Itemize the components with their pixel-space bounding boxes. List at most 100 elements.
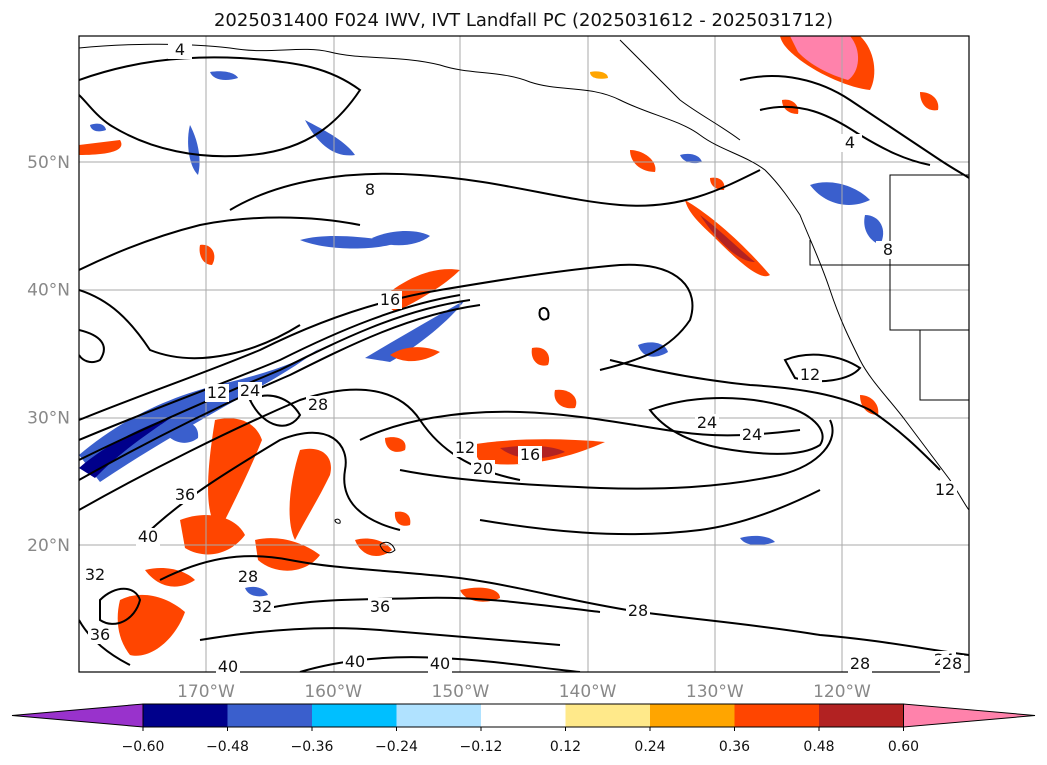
- lon-label: 160°W: [304, 682, 362, 702]
- contour-label: 12: [935, 480, 955, 499]
- colorbar-tick-label: −0.36: [291, 739, 334, 755]
- lat-label: 50°N: [27, 153, 70, 173]
- lon-label: 150°W: [432, 682, 490, 702]
- contour-label: 24: [697, 413, 717, 432]
- contour-label-bg: [168, 41, 192, 59]
- colorbar-tick-label: 0.24: [634, 739, 665, 755]
- colorbar-min-extend: [11, 703, 144, 728]
- lat-label: 20°N: [27, 536, 70, 556]
- contour-label: 32: [252, 597, 272, 616]
- contour-label-bg: [428, 655, 452, 673]
- contour-label-bg: [453, 439, 477, 457]
- coastlines: [79, 39, 969, 554]
- contour-label-bg: [306, 396, 330, 414]
- contour-label-bg: [173, 486, 197, 504]
- contour-label-bg: [695, 414, 719, 432]
- contour-label-bg: [471, 460, 495, 478]
- colorbar-tick-label: 0.12: [550, 739, 581, 755]
- colorbar: [11, 703, 1036, 728]
- contour-label: 36: [175, 485, 195, 504]
- colorbar-segment: [481, 704, 566, 727]
- contour-label-bg: [358, 181, 382, 199]
- contour-label-bg: [876, 241, 900, 259]
- colorbar-segment: [565, 704, 650, 727]
- colorbar-tick-label: 0.60: [888, 739, 919, 755]
- contour-label-bg: [798, 366, 822, 384]
- contour-label: 40: [430, 654, 450, 673]
- iwv-positive-anomaly-shading: [79, 36, 939, 656]
- contour-label-bg: [83, 566, 107, 584]
- colorbar-tick-label: −0.24: [375, 739, 418, 755]
- colorbar-tick-label: −0.48: [206, 739, 249, 755]
- contour-label: 36: [370, 597, 390, 616]
- colorbar-segment: [650, 704, 735, 727]
- contour-label: 12: [455, 438, 475, 457]
- contour-label-bg: [343, 653, 367, 671]
- lat-label: 40°N: [27, 281, 70, 301]
- contour-label-bg: [88, 626, 112, 644]
- map-title: 2025031400 F024 IWV, IVT Landfall PC (20…: [213, 10, 834, 31]
- contour-label: 12: [800, 365, 820, 384]
- colorbar-segment: [396, 704, 481, 727]
- plot-frame: [78, 35, 970, 673]
- contour-label: 40: [218, 657, 238, 676]
- contour-label: 16: [520, 445, 540, 464]
- contour-label: 12: [207, 383, 227, 402]
- contour-label: 28: [942, 654, 962, 673]
- contour-label: 4: [175, 40, 185, 59]
- contour-label: 16: [380, 290, 400, 309]
- contour-label-bg: [216, 658, 240, 676]
- longitude-labels: 170°W 160°W 150°W 140°W 130°W 120°W: [177, 682, 871, 702]
- colorbar-tick-label: 0.36: [719, 739, 750, 755]
- contour-labels: 4 8 16 12 24 28 12 20 16 24 24 12 12 8 4 36 40 28 32 36 40 40…: [83, 40, 964, 676]
- contour-label-bg: [378, 291, 402, 309]
- contour-label-bg: [205, 384, 229, 402]
- contour-label: 40: [345, 652, 365, 671]
- contour-label: 8: [883, 240, 893, 259]
- colorbar-outline: [142, 703, 904, 728]
- contour-label: 28: [850, 654, 870, 673]
- colorbar-segment: [819, 704, 904, 727]
- map-plot: [79, 36, 969, 672]
- lat-label: 30°N: [27, 408, 70, 428]
- contour-label: 32: [85, 565, 105, 584]
- contour-label: 40: [138, 527, 158, 546]
- colorbar-segment: [143, 704, 228, 727]
- contour-label-bg: [940, 655, 964, 673]
- lon-label: 140°W: [559, 682, 617, 702]
- colorbar-tick-label: 0.48: [803, 739, 834, 755]
- colorbar-tick-label: −0.60: [122, 739, 165, 755]
- lon-label: 170°W: [177, 682, 235, 702]
- contour-label: 8: [365, 180, 375, 199]
- contour-label-bg: [238, 382, 262, 400]
- contour-label-bg: [626, 602, 650, 620]
- contour-label-bg: [933, 481, 957, 499]
- contour-label-bg: [368, 598, 392, 616]
- contour-label: 4: [845, 133, 855, 152]
- contour-label-bg: [848, 655, 872, 673]
- lon-label: 120°W: [813, 682, 871, 702]
- latitude-labels: 50°N 40°N 30°N 20°N: [27, 153, 70, 556]
- graticule: [79, 36, 969, 672]
- colorbar-segment: [734, 704, 819, 727]
- contour-label: 24: [240, 381, 260, 400]
- contour-label: 36: [90, 625, 110, 644]
- colorbar-segment: [312, 704, 397, 727]
- lon-label: 130°W: [686, 682, 744, 702]
- contour-label-bg: [740, 426, 764, 444]
- colorbar-tick-label: −0.12: [460, 739, 503, 755]
- contour-label: 28: [628, 601, 648, 620]
- contour-label: 20: [473, 459, 493, 478]
- contour-label-bg: [250, 598, 274, 616]
- contour-label: 28: [238, 567, 258, 586]
- contour-label-bg: [236, 568, 260, 586]
- colorbar-tick-labels: −0.60 −0.48 −0.36 −0.24 −0.12 0.12 0.24 0.36 0.4…: [122, 727, 919, 755]
- contour-label: 28: [308, 395, 328, 414]
- contour-label-bg: [136, 528, 160, 546]
- contour-label-bg: [518, 446, 542, 464]
- contour-label-bg: [838, 134, 862, 152]
- contour-label: 24: [742, 425, 762, 444]
- colorbar-segment: [227, 704, 312, 727]
- colorbar-max-extend: [903, 703, 1036, 728]
